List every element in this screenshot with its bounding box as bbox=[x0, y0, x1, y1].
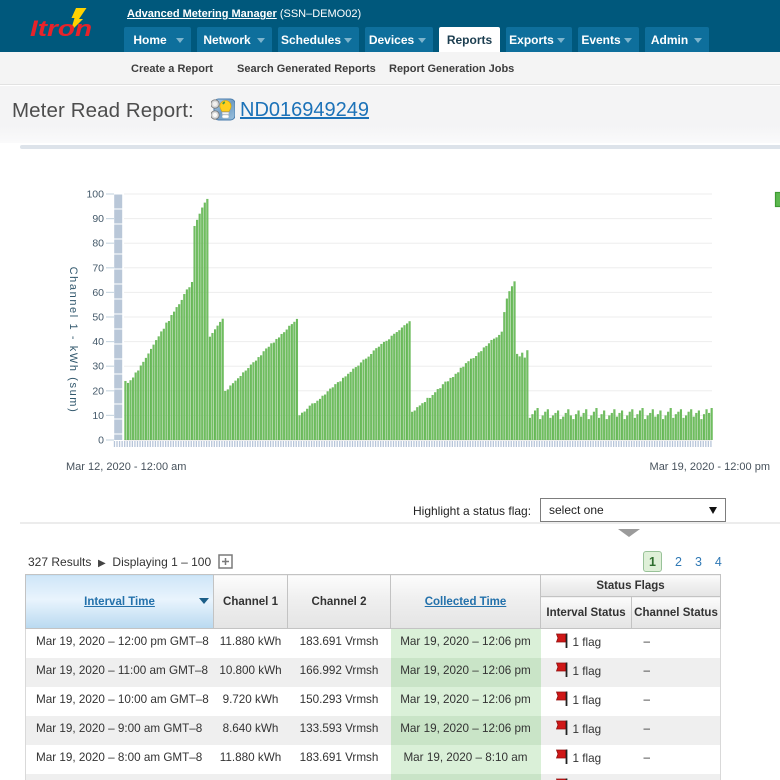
svg-text:100: 100 bbox=[86, 189, 104, 201]
svg-text:90: 90 bbox=[92, 213, 104, 225]
svg-text:40: 40 bbox=[92, 336, 104, 348]
svg-text:30: 30 bbox=[92, 361, 104, 373]
svg-text:70: 70 bbox=[92, 262, 104, 274]
svg-text:0: 0 bbox=[98, 435, 104, 447]
svg-text:60: 60 bbox=[92, 287, 104, 299]
svg-text:20: 20 bbox=[92, 385, 104, 397]
svg-text:Itron: Itron bbox=[30, 16, 92, 41]
svg-text:10: 10 bbox=[92, 410, 104, 422]
svg-text:80: 80 bbox=[92, 238, 104, 250]
svg-text:50: 50 bbox=[92, 312, 104, 324]
